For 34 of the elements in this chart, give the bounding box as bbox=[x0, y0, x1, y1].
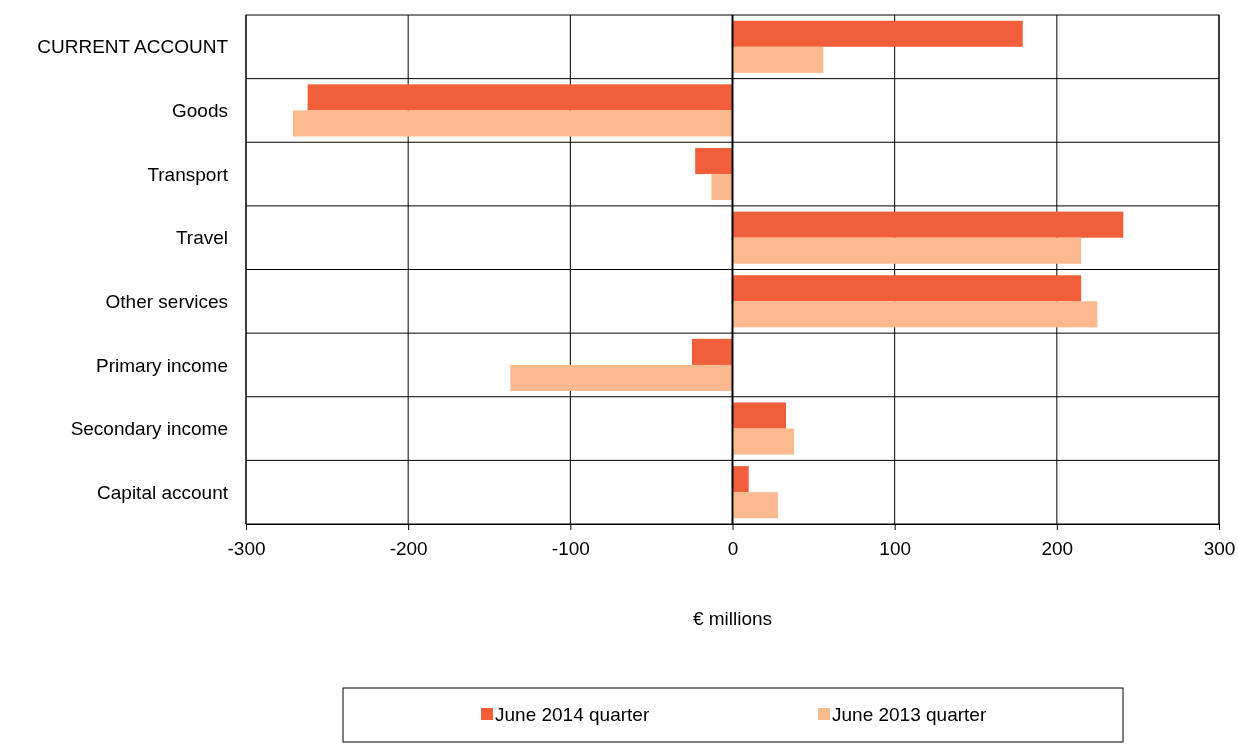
x-tick-label: -200 bbox=[389, 538, 428, 560]
legend-label: June 2014 quarter bbox=[495, 704, 650, 725]
bar bbox=[510, 364, 733, 392]
y-tick-label: Other services bbox=[105, 290, 228, 312]
y-tick-label: Goods bbox=[172, 100, 228, 122]
bar bbox=[691, 338, 733, 365]
bar bbox=[293, 110, 733, 137]
bar bbox=[711, 174, 733, 201]
bar bbox=[732, 402, 787, 429]
bar bbox=[732, 301, 1098, 328]
legend-label: June 2013 quarter bbox=[832, 704, 987, 725]
y-tick-label: CURRENT ACCOUNT bbox=[37, 36, 229, 58]
bar bbox=[732, 275, 1082, 302]
x-tick-label: 300 bbox=[1203, 538, 1236, 560]
bar bbox=[732, 428, 795, 455]
bar bbox=[732, 237, 1082, 264]
y-tick-label: Travel bbox=[175, 227, 228, 249]
y-tick-label: Transport bbox=[147, 163, 229, 185]
bar bbox=[732, 211, 1124, 238]
bar bbox=[695, 147, 733, 175]
x-tick-label: -300 bbox=[227, 538, 266, 560]
bar bbox=[732, 46, 824, 73]
x-tick-label: 200 bbox=[1041, 538, 1074, 560]
y-tick-label: Secondary income bbox=[70, 418, 228, 440]
y-tick-label: Primary income bbox=[96, 354, 228, 376]
bar bbox=[732, 492, 778, 519]
bar bbox=[732, 466, 749, 493]
x-tick-label: -100 bbox=[551, 538, 590, 560]
bar bbox=[732, 20, 1023, 47]
bar bbox=[307, 84, 733, 111]
x-axis-title: € millions bbox=[692, 608, 773, 629]
y-tick-label: Capital account bbox=[97, 481, 229, 503]
x-tick-label: 100 bbox=[879, 538, 912, 560]
x-tick-label: 0 bbox=[727, 538, 739, 560]
